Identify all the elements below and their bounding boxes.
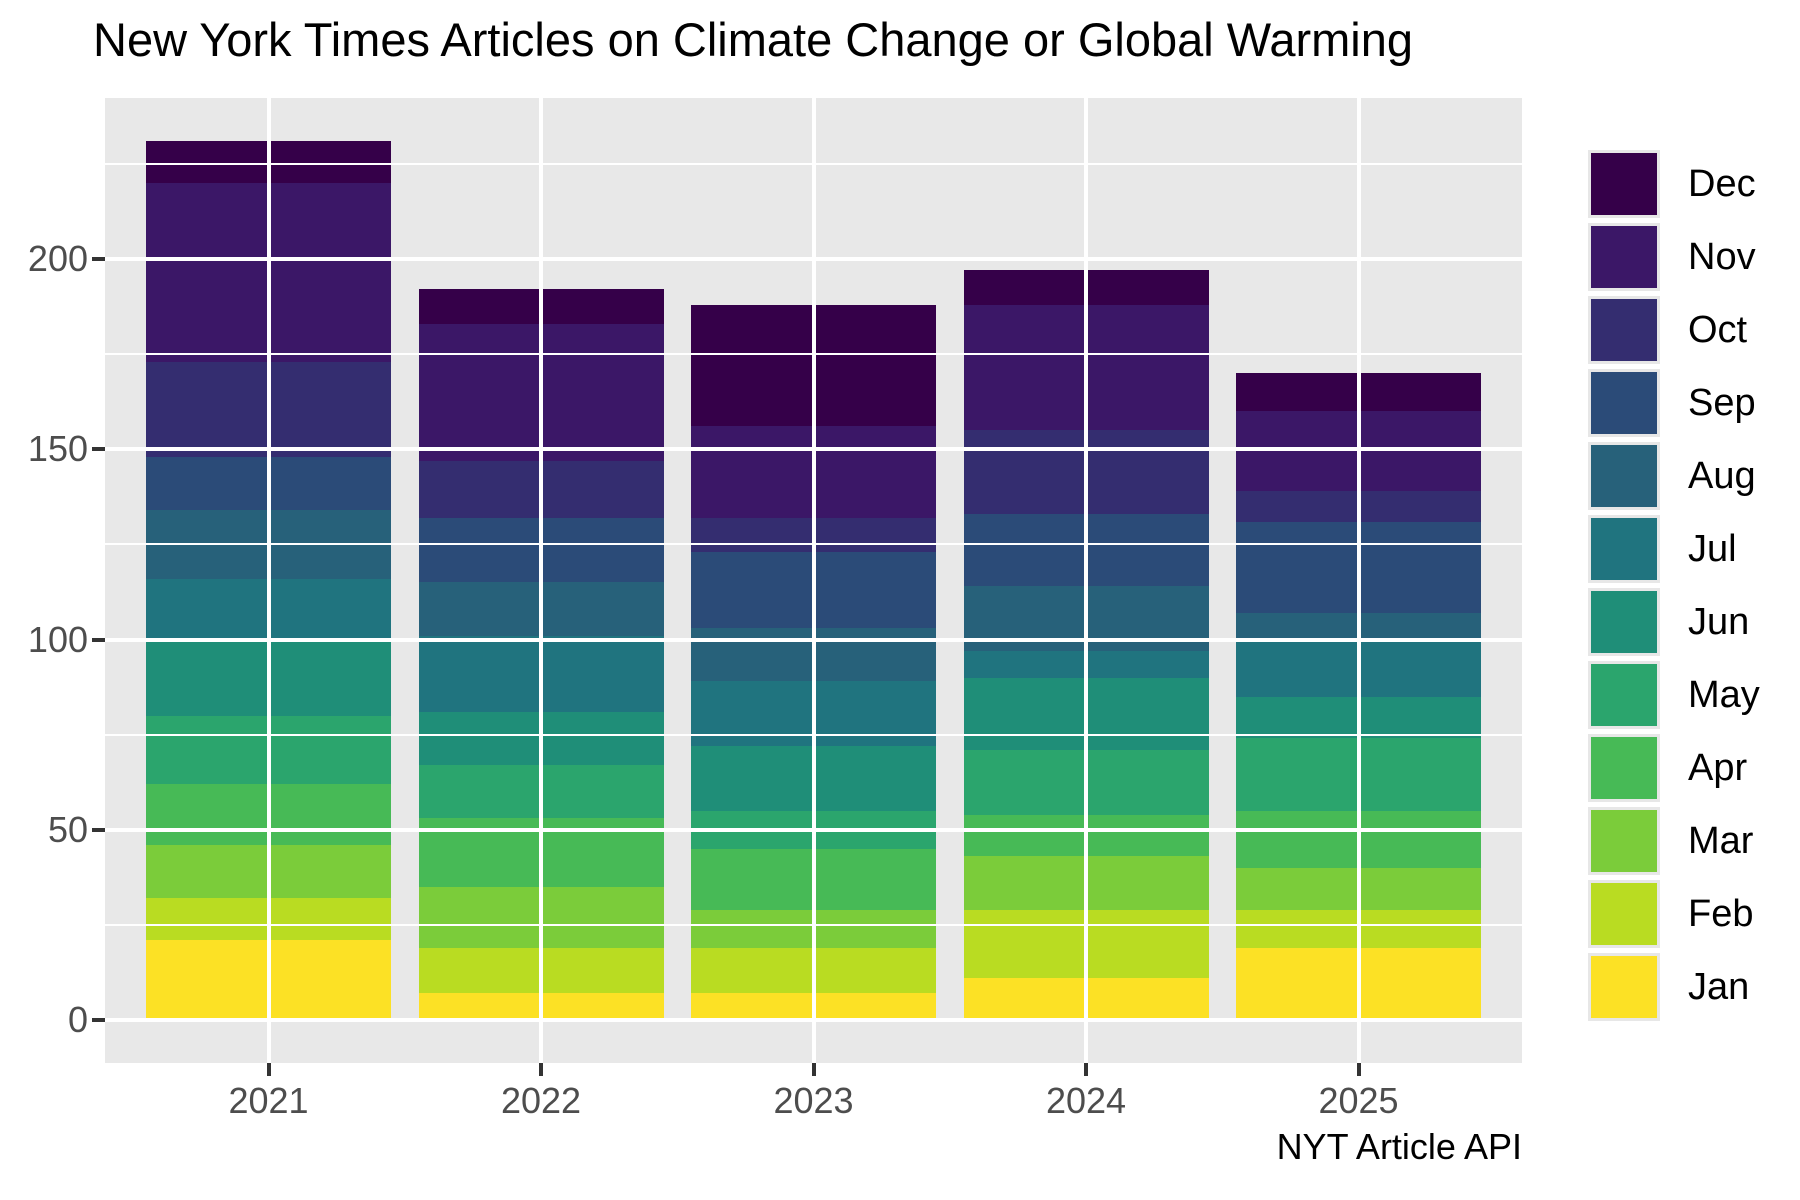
y-axis-tick	[92, 447, 105, 452]
gridline-vertical	[1084, 98, 1088, 1063]
gridline-vertical	[266, 98, 271, 1063]
legend-swatch-Apr	[1588, 734, 1660, 802]
legend-label-Feb: Feb	[1688, 893, 1754, 935]
x-tick-label: 2023	[773, 1080, 854, 1121]
y-axis-tick	[92, 637, 105, 642]
legend-label-Oct: Oct	[1688, 309, 1748, 351]
legend-swatch-Nov	[1588, 223, 1660, 291]
legend-swatch-Jul	[1588, 515, 1660, 583]
legend-label-Mar: Mar	[1688, 820, 1754, 862]
legend-label-Jun: Jun	[1688, 601, 1750, 643]
legend-label-Nov: Nov	[1688, 236, 1756, 278]
gridline-vertical	[539, 98, 543, 1063]
legend-label-Jul: Jul	[1688, 528, 1737, 570]
legend-swatch-May	[1588, 661, 1660, 729]
y-axis-tick	[92, 1018, 105, 1022]
legend-swatch-Dec	[1588, 150, 1660, 218]
x-axis-tick	[266, 1063, 271, 1076]
y-axis-tick	[92, 827, 105, 832]
y-tick-label: 100	[27, 618, 88, 660]
x-axis-tick	[1356, 1063, 1361, 1076]
x-tick-label: 2021	[228, 1080, 309, 1121]
gridline-vertical	[1356, 98, 1361, 1063]
x-axis-tick	[1084, 1063, 1088, 1076]
legend-label-Dec: Dec	[1688, 163, 1756, 205]
legend-label-Sep: Sep	[1688, 382, 1756, 424]
x-tick-label: 2025	[1318, 1080, 1399, 1121]
legend-swatch-Mar	[1588, 807, 1660, 875]
legend-swatch-Jan	[1588, 953, 1660, 1021]
y-tick-label: 0	[67, 999, 88, 1040]
gridline-vertical	[811, 98, 816, 1063]
chart-title: New York Times Articles on Climate Chang…	[93, 13, 1414, 66]
legend-label-Jan: Jan	[1688, 966, 1750, 1008]
y-tick-label: 200	[27, 238, 88, 279]
y-axis-tick	[92, 257, 105, 261]
x-axis-tick	[539, 1063, 543, 1076]
x-tick-label: 2024	[1045, 1080, 1127, 1121]
legend-swatch-Aug	[1588, 442, 1660, 510]
y-tick-label: 150	[27, 428, 88, 470]
legend-label-Apr: Apr	[1688, 747, 1748, 789]
y-tick-label: 50	[47, 808, 88, 850]
legend-swatch-Oct	[1588, 296, 1660, 364]
x-tick-label: 2022	[500, 1080, 582, 1121]
caption: NYT Article API	[1276, 1126, 1522, 1167]
legend-swatch-Jun	[1588, 588, 1660, 656]
legend-swatch-Sep	[1588, 369, 1660, 437]
legend-label-Aug: Aug	[1688, 455, 1756, 497]
x-axis-tick	[811, 1063, 816, 1076]
legend-swatch-Feb	[1588, 880, 1660, 948]
legend-label-May: May	[1688, 674, 1760, 716]
